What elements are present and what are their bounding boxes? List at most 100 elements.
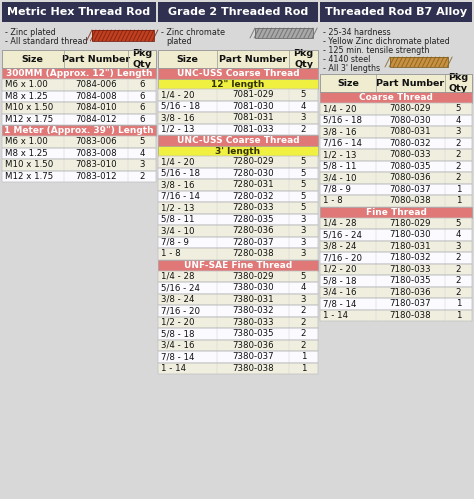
Text: 3: 3 (139, 160, 145, 169)
Bar (320, 149, 472, 161)
Bar (158, 362, 318, 374)
Text: M8 x 1.25: M8 x 1.25 (5, 92, 48, 101)
Text: 2: 2 (301, 318, 306, 327)
Bar (320, 114, 472, 126)
Bar (2, 159, 156, 171)
Text: 1 - 14: 1 - 14 (323, 311, 348, 320)
Text: 6: 6 (139, 103, 145, 112)
Text: Size: Size (177, 54, 199, 63)
Bar (2, 148, 156, 159)
Text: - 4140 steel: - 4140 steel (323, 55, 370, 64)
Text: 1/2 - 13: 1/2 - 13 (161, 125, 194, 134)
Text: 7380-037: 7380-037 (232, 352, 274, 361)
Text: 1 Meter (Approx. 39") Length: 1 Meter (Approx. 39") Length (4, 126, 154, 135)
Bar (320, 172, 472, 184)
Bar (2, 2, 156, 22)
Text: 6: 6 (139, 92, 145, 101)
Text: M6 x 1.00: M6 x 1.00 (5, 137, 48, 146)
Text: 7083-006: 7083-006 (75, 137, 117, 146)
Text: 7080-033: 7080-033 (390, 150, 431, 159)
Bar (158, 68, 318, 79)
Bar (158, 339, 318, 351)
Text: 7084-010: 7084-010 (75, 103, 117, 112)
Text: 7080-031: 7080-031 (390, 127, 431, 136)
Bar (158, 112, 318, 123)
Text: 1: 1 (456, 185, 461, 194)
Text: 7180-029: 7180-029 (390, 219, 431, 228)
Text: 5/16 - 24: 5/16 - 24 (323, 230, 362, 239)
Text: 5: 5 (456, 104, 461, 113)
Text: 4: 4 (301, 102, 306, 111)
Bar (320, 309, 472, 321)
Bar (320, 138, 472, 149)
Text: Threaded Rod B7 Alloy: Threaded Rod B7 Alloy (325, 7, 467, 17)
Bar (2, 90, 156, 102)
Text: 1/2 - 20: 1/2 - 20 (161, 318, 194, 327)
Bar (158, 156, 318, 168)
Bar (158, 293, 318, 305)
Bar (320, 184, 472, 195)
Bar (158, 214, 318, 225)
Text: 4: 4 (456, 230, 461, 239)
Text: 7380-036: 7380-036 (232, 341, 274, 350)
Bar (158, 79, 318, 89)
Text: 1 - 8: 1 - 8 (323, 196, 343, 205)
Text: 7180-036: 7180-036 (390, 288, 431, 297)
Text: Part Number: Part Number (62, 54, 130, 63)
Bar (320, 218, 472, 229)
Bar (158, 225, 318, 237)
Bar (2, 159, 156, 171)
Text: - Zinc plated: - Zinc plated (5, 28, 56, 37)
Text: 3/8 - 16: 3/8 - 16 (161, 180, 194, 189)
Bar (320, 22, 472, 74)
Text: 1 - 8: 1 - 8 (161, 249, 181, 258)
Text: 3: 3 (456, 242, 461, 251)
Bar (158, 123, 318, 135)
Text: 3/4 - 10: 3/4 - 10 (323, 173, 356, 182)
Bar (320, 103, 472, 114)
Bar (2, 22, 156, 50)
Bar (320, 126, 472, 138)
Text: 7080-032: 7080-032 (390, 139, 431, 148)
Text: 7280-031: 7280-031 (232, 180, 274, 189)
Text: - 125 min. tensile strength: - 125 min. tensile strength (323, 46, 429, 55)
Text: 3' length: 3' length (216, 147, 261, 156)
Text: 5: 5 (301, 157, 306, 166)
Text: 7180-030: 7180-030 (390, 230, 431, 239)
Bar (158, 362, 318, 374)
Bar (158, 259, 318, 270)
Bar (255, 28, 313, 38)
Bar (320, 252, 472, 263)
Bar (158, 179, 318, 191)
Text: 7280-029: 7280-029 (232, 157, 274, 166)
Text: Fine Thread: Fine Thread (365, 208, 427, 217)
Text: 3: 3 (301, 249, 306, 258)
Bar (158, 89, 318, 100)
Bar (320, 103, 472, 114)
Bar (320, 218, 472, 229)
Text: 1: 1 (301, 352, 306, 361)
Text: 1: 1 (456, 311, 461, 320)
Text: 7/16 - 14: 7/16 - 14 (161, 192, 200, 201)
Text: 7080-035: 7080-035 (390, 162, 431, 171)
Text: 3: 3 (301, 295, 306, 304)
Bar (320, 275, 472, 286)
Text: M10 x 1.50: M10 x 1.50 (5, 103, 53, 112)
Bar (320, 74, 472, 92)
Text: 5: 5 (301, 90, 306, 99)
Text: 5: 5 (301, 203, 306, 212)
Text: 7080-030: 7080-030 (390, 116, 431, 125)
Bar (2, 125, 156, 136)
Text: 7/16 - 20: 7/16 - 20 (161, 306, 200, 315)
Text: 5/16 - 24: 5/16 - 24 (161, 283, 200, 292)
Text: 7081-029: 7081-029 (232, 90, 274, 99)
Text: 1/2 - 13: 1/2 - 13 (161, 203, 194, 212)
Text: 300MM (Approx. 12") Length: 300MM (Approx. 12") Length (6, 69, 152, 78)
Text: 1/4 - 28: 1/4 - 28 (161, 272, 194, 281)
Text: 7083-008: 7083-008 (75, 149, 117, 158)
Bar (320, 229, 472, 241)
Text: 1: 1 (456, 196, 461, 205)
Bar (158, 293, 318, 305)
Text: M12 x 1.75: M12 x 1.75 (5, 172, 53, 181)
Bar (158, 214, 318, 225)
